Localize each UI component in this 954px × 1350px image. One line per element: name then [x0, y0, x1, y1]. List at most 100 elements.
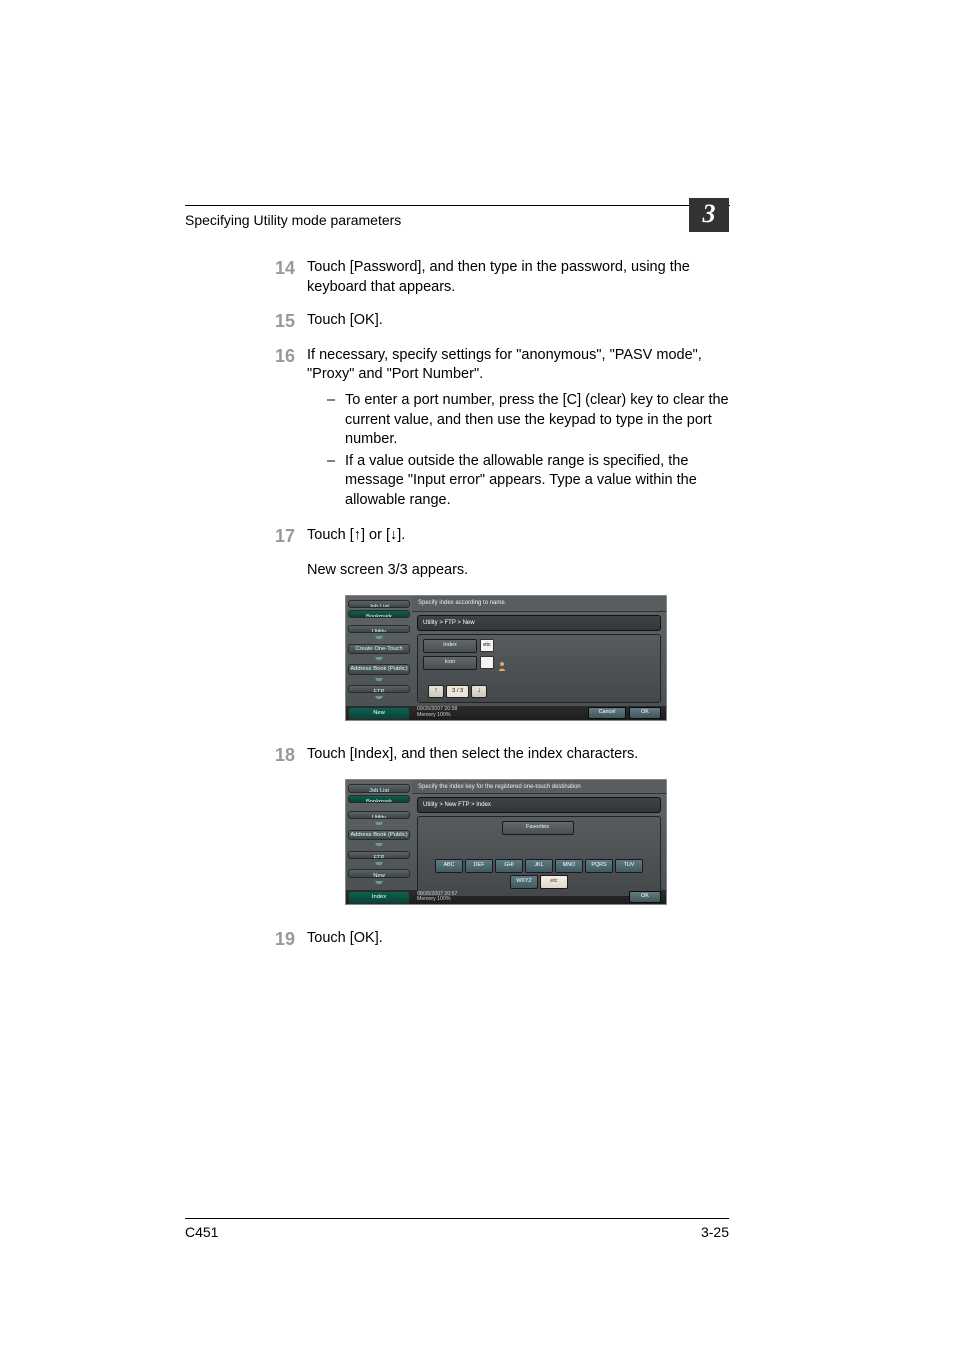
screenshot-ftp-new-3of3: Job List Bookmark Utility Create One-Tou…: [345, 595, 667, 721]
pager: ↑ 3 / 3 ↓: [428, 685, 650, 698]
step-text: Touch [OK].: [307, 929, 729, 950]
chevron-down-icon: [375, 881, 383, 885]
memory-line: Memory 100%: [417, 713, 457, 718]
index-keys: ABC DEF GHI JKL MNO PQRS TUV WXYZ etc: [423, 859, 655, 889]
favorites-button[interactable]: Favorites: [502, 821, 574, 835]
nav-utility[interactable]: Utility: [348, 625, 410, 633]
tab-job-list[interactable]: Job List: [348, 784, 410, 793]
nav-utility[interactable]: Utility: [348, 811, 410, 820]
step-number: 18: [255, 745, 307, 766]
chevron-down-icon: [375, 822, 383, 826]
sublist-text: If a value outside the allowable range i…: [345, 452, 729, 511]
sublist-item: – To enter a port number, press the [C] …: [327, 391, 729, 450]
bottom-buttons: OK: [629, 891, 661, 903]
index-key-tuv[interactable]: TUV: [615, 859, 643, 873]
step-text: If necessary, specify settings for "anon…: [307, 346, 729, 385]
chapter-badge: 3: [689, 198, 729, 232]
bottom-left-cell: New: [346, 706, 412, 720]
tab-job-list[interactable]: Job List: [348, 600, 410, 608]
index-key-def[interactable]: DEF: [465, 859, 493, 873]
cancel-button[interactable]: Cancel: [588, 707, 626, 719]
chevron-down-icon: [375, 636, 383, 640]
chevron-down-icon: [375, 657, 383, 661]
footer: C451 3-25: [185, 1218, 729, 1240]
nav-create-one-touch[interactable]: Create One-Touch Destination: [348, 644, 410, 654]
bottom-buttons: Cancel OK: [588, 707, 661, 719]
breadcrumb: Utility > FTP > New: [417, 615, 661, 631]
footer-model: C451: [185, 1224, 218, 1240]
nav-ftp[interactable]: FTP: [348, 685, 410, 693]
screenshot-top: Job List Bookmark Utility Create One-Tou…: [346, 596, 666, 706]
index-key-pqrs[interactable]: PQRS: [585, 859, 613, 873]
chevron-down-icon: [375, 678, 383, 682]
screenshot-bottom-bar: Index 09/26/2007 20:57 Memory 100% OK: [346, 890, 666, 904]
sublist-text: To enter a port number, press the [C] (c…: [345, 391, 729, 450]
index-value-chip: etc: [480, 639, 494, 652]
tab-bookmark[interactable]: Bookmark: [348, 795, 410, 804]
nav-index-selected[interactable]: Index: [348, 891, 410, 904]
nav-new-selected[interactable]: New: [348, 707, 410, 720]
row-favorites: Favorites: [423, 821, 655, 835]
step-number: 16: [255, 346, 307, 513]
index-key-ghi[interactable]: GHI: [495, 859, 523, 873]
icon-value-chip: [480, 656, 494, 669]
screenshot-ftp-index: Job List Bookmark Utility Address Book (…: [345, 779, 667, 905]
row-index-keys: ABC DEF GHI JKL MNO PQRS TUV WXYZ etc: [423, 859, 655, 889]
content: 14 Touch [Password], and then type in th…: [255, 258, 729, 964]
datetime-memory: 09/26/2007 20:58 Memory 100%: [417, 707, 457, 717]
step-18: 18 Touch [Index], and then select the in…: [255, 745, 729, 766]
spacer: [423, 673, 655, 683]
icon-button[interactable]: Icon: [423, 656, 477, 670]
form-body: Favorites ABC DEF GHI JKL MNO PQRS: [417, 816, 661, 897]
screenshot-main: Specify the index key for the registered…: [412, 780, 666, 890]
breadcrumb: Utility > New FTP > Index: [417, 797, 661, 813]
tab-bookmark[interactable]: Bookmark: [348, 610, 410, 618]
instruction-text: Specify the index key for the registered…: [412, 780, 666, 794]
page-up-button[interactable]: ↑: [428, 685, 444, 698]
step-body: If necessary, specify settings for "anon…: [307, 346, 729, 513]
index-key-abc[interactable]: ABC: [435, 859, 463, 873]
ok-button[interactable]: OK: [629, 891, 661, 903]
header-title: Specifying Utility mode parameters: [185, 212, 401, 228]
page-down-button[interactable]: ↓: [471, 685, 487, 698]
screenshot-top: Job List Bookmark Utility Address Book (…: [346, 780, 666, 890]
step-text: Touch [↑] or [↓].: [307, 526, 729, 547]
step-text: Touch [Index], and then select the index…: [307, 745, 729, 766]
memory-line: Memory 100%: [417, 897, 457, 902]
nav-address-book[interactable]: Address Book (Public): [348, 830, 410, 841]
sublist: – To enter a port number, press the [C] …: [307, 391, 729, 510]
page: Specifying Utility mode parameters 3 14 …: [0, 0, 954, 1350]
step-17: 17 Touch [↑] or [↓].: [255, 526, 729, 547]
form-body: Index etc Icon ↑: [417, 634, 661, 703]
step-19: 19 Touch [OK].: [255, 929, 729, 950]
index-key-wxyz[interactable]: WXYZ: [510, 875, 538, 889]
index-key-etc-selected[interactable]: etc: [540, 875, 568, 889]
step-15: 15 Touch [OK].: [255, 311, 729, 332]
nav-ftp[interactable]: FTP: [348, 851, 410, 860]
sublist-item: – If a value outside the allowable range…: [327, 452, 729, 511]
step-number: 19: [255, 929, 307, 950]
spacer: [423, 845, 655, 859]
chevron-down-icon: [375, 862, 383, 866]
step-14: 14 Touch [Password], and then type in th…: [255, 258, 729, 297]
index-button[interactable]: Index: [423, 639, 477, 653]
step-number: 17: [255, 526, 307, 547]
bottom-main: 09/26/2007 20:57 Memory 100% OK: [412, 890, 666, 904]
nav-address-book[interactable]: Address Book (Public): [348, 664, 410, 674]
datetime-memory: 09/26/2007 20:57 Memory 100%: [417, 892, 457, 902]
bottom-left-cell: Index: [346, 890, 412, 904]
chevron-down-icon: [375, 696, 383, 700]
index-key-jkl[interactable]: JKL: [525, 859, 553, 873]
nav-new[interactable]: New: [348, 869, 410, 878]
footer-page-number: 3-25: [701, 1224, 729, 1240]
index-key-mno[interactable]: MNO: [555, 859, 583, 873]
spacer: [348, 620, 410, 623]
person-icon: [497, 658, 507, 668]
row-icon: Icon: [423, 656, 655, 670]
step-number: 15: [255, 311, 307, 332]
step-16: 16 If necessary, specify settings for "a…: [255, 346, 729, 513]
spacer: [348, 805, 410, 808]
chevron-down-icon: [375, 843, 383, 847]
dash-marker: –: [327, 391, 345, 450]
ok-button[interactable]: OK: [629, 707, 661, 719]
